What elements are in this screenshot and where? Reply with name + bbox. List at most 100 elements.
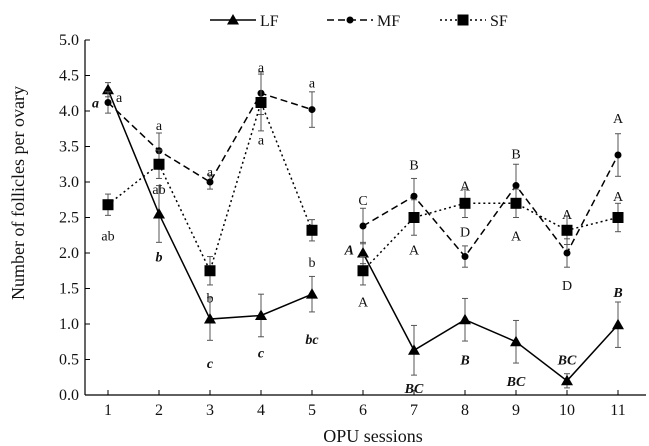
legend-marker-sf (457, 14, 469, 26)
x-tick-label: 1 (104, 402, 112, 419)
significance-label: B (511, 148, 520, 163)
significance-label: BC (557, 354, 577, 369)
y-tick-label: 3.0 (59, 174, 79, 191)
legend-marker-lf (227, 14, 239, 25)
point-lf (459, 313, 471, 325)
significance-label: c (258, 346, 265, 361)
significance-label: D (562, 279, 572, 294)
significance-label: a (92, 96, 99, 111)
significance-label: A (511, 229, 522, 244)
significance-label: ab (152, 183, 165, 198)
significance-label: b (207, 292, 214, 307)
y-tick-label: 0.0 (59, 387, 79, 404)
legend: LF MF SF (210, 13, 508, 30)
point-sf (153, 158, 165, 170)
point-sf (357, 265, 369, 277)
x-tick-label: 9 (512, 402, 520, 419)
series-sf (102, 73, 624, 286)
significance-label: BC (506, 375, 526, 390)
y-tick-label: 1.5 (59, 281, 79, 298)
significance-label: A (460, 180, 471, 195)
axes-layer: 0.0 0.5 1.0 1.5 2.0 2.5 3.0 3.5 4.0 4.5 5.0 1 2 3 4 5 6 7… (59, 32, 646, 419)
series-layer (102, 71, 624, 389)
x-tick-label: 4 (257, 402, 265, 419)
point-sf (255, 96, 267, 108)
significance-label: a (309, 77, 316, 92)
point-lf (153, 207, 165, 219)
x-tick-label: 3 (206, 402, 214, 419)
y-tick-label: 4.5 (59, 68, 79, 85)
significance-label: b (309, 256, 316, 271)
point-mf (308, 106, 316, 114)
legend-label-lf: LF (260, 13, 279, 30)
significance-label: D (460, 226, 470, 241)
point-mf (206, 178, 214, 186)
significance-label: A (409, 243, 420, 258)
significance-label: bc (305, 333, 319, 348)
significance-label: A (562, 208, 573, 223)
point-sf (408, 212, 420, 223)
point-lf (255, 309, 267, 320)
point-sf (612, 212, 624, 223)
x-tick-label: 7 (410, 402, 418, 419)
point-lf (306, 288, 318, 299)
y-tick-label: 5.0 (59, 32, 79, 49)
point-lf (357, 247, 369, 258)
y-tick-label: 3.5 (59, 139, 79, 156)
significance-label: A (358, 295, 369, 310)
y-axis-title: Number of follicles per ovary (8, 86, 28, 300)
point-mf (359, 222, 367, 230)
point-sf (102, 199, 114, 211)
point-mf (614, 151, 622, 159)
significance-label: A (613, 190, 624, 205)
series-line-mf (107, 92, 313, 184)
significance-label: ab (101, 229, 114, 244)
significance-label: a (156, 119, 163, 134)
point-lf (561, 374, 573, 386)
significance-label: a (258, 133, 265, 148)
series-line-lf (362, 252, 619, 382)
point-lf (612, 318, 624, 330)
point-mf (104, 98, 112, 106)
y-tick-label: 0.5 (59, 352, 79, 369)
significance-label: b (156, 251, 163, 266)
series-line-sf (362, 202, 619, 272)
significance-label: C (358, 194, 367, 209)
legend-label-sf: SF (490, 13, 508, 30)
y-tick-label: 1.0 (59, 316, 79, 333)
significance-label: B (409, 158, 418, 173)
x-tick-label: 6 (359, 402, 367, 419)
x-axis-title: OPU sessions (323, 426, 423, 446)
significance-label: a (207, 165, 214, 180)
significance-label: c (207, 357, 214, 372)
y-tick-label: 2.0 (59, 245, 79, 262)
y-tick-label: 2.5 (59, 210, 79, 227)
significance-label: A (613, 112, 624, 127)
significance-label: A (344, 243, 354, 258)
point-lf (510, 335, 522, 347)
x-tick-label: 5 (308, 402, 316, 419)
significance-label: B (459, 354, 469, 369)
legend-label-mf: MF (377, 13, 400, 30)
point-mf (512, 182, 520, 190)
legend-marker-mf (346, 16, 354, 24)
significance-label: BC (404, 382, 424, 397)
point-sf (204, 265, 216, 277)
point-mf (410, 192, 418, 200)
x-tick-label: 2 (155, 402, 163, 419)
y-tick-label: 4.0 (59, 103, 79, 120)
point-sf (459, 197, 471, 209)
series-mf (104, 71, 622, 268)
significance-label: a (258, 61, 265, 76)
point-lf (204, 313, 216, 324)
point-mf (563, 249, 571, 257)
point-lf (408, 344, 420, 355)
significance-label: B (612, 286, 622, 301)
significance-label: a (116, 91, 123, 106)
x-tick-label: 11 (610, 402, 625, 419)
point-sf (510, 197, 522, 209)
point-sf (306, 224, 318, 236)
